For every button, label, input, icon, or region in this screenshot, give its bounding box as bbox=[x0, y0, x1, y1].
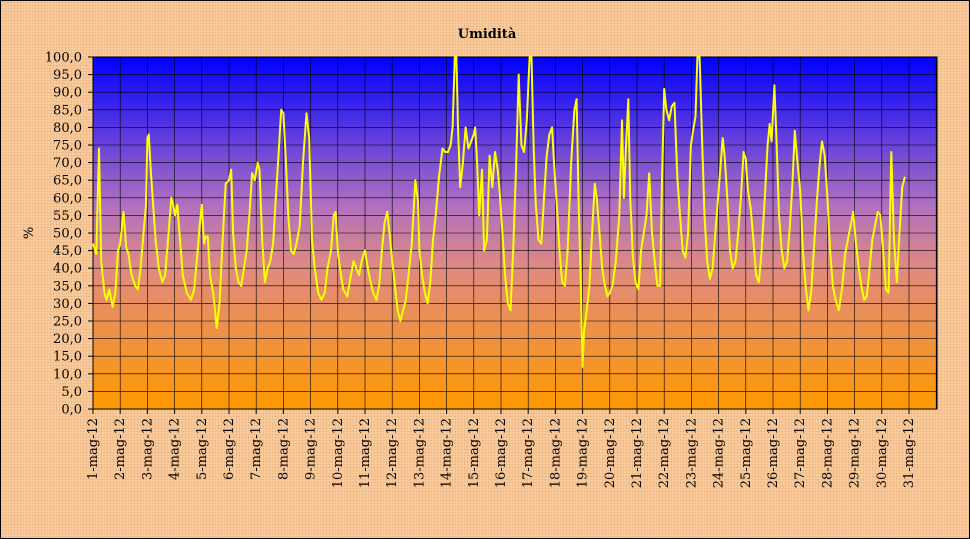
x-tick-label: 30-mag-12 bbox=[875, 418, 890, 488]
x-tick-label: 18-mag-12 bbox=[548, 418, 563, 488]
y-tick-label: 50,0 bbox=[53, 227, 82, 242]
x-tick-label: 22-mag-12 bbox=[657, 418, 672, 488]
y-tick-label: 75,0 bbox=[53, 139, 82, 154]
humidity-series-line bbox=[92, 56, 906, 368]
y-axis-ticks: 0,0 5,0 10,0 15,0 20,0 25,0 30,0 35,0 40,0 45,0 50… bbox=[45, 51, 93, 418]
y-tick-label: 15,0 bbox=[53, 350, 82, 365]
y-tick-label: 30,0 bbox=[53, 297, 82, 312]
x-tick-label: 29-mag-12 bbox=[848, 418, 863, 488]
y-tick-label: 70,0 bbox=[53, 156, 82, 171]
y-tick-label: 80,0 bbox=[53, 121, 82, 136]
x-tick-label: 28-mag-12 bbox=[820, 418, 835, 488]
x-tick-label: 9-mag-12 bbox=[304, 418, 319, 480]
x-tick-label: 23-mag-12 bbox=[684, 418, 699, 488]
x-tick-label: 12-mag-12 bbox=[385, 418, 400, 488]
y-tick-label: 0,0 bbox=[61, 403, 82, 418]
x-tick-label: 24-mag-12 bbox=[712, 418, 727, 488]
x-tick-label: 15-mag-12 bbox=[467, 418, 482, 488]
chart-title: Umidità bbox=[458, 27, 517, 42]
y-tick-label: 20,0 bbox=[53, 332, 82, 347]
x-tick-label: 13-mag-12 bbox=[412, 418, 427, 488]
y-tick-label: 10,0 bbox=[53, 367, 82, 382]
y-tick-label: 85,0 bbox=[53, 103, 82, 118]
x-tick-label: 21-mag-12 bbox=[630, 418, 645, 488]
x-tick-label: 26-mag-12 bbox=[766, 418, 781, 488]
y-tick-label: 40,0 bbox=[53, 262, 82, 277]
x-tick-label: 14-mag-12 bbox=[440, 418, 455, 488]
x-tick-label: 25-mag-12 bbox=[739, 418, 754, 488]
y-tick-label: 95,0 bbox=[53, 68, 82, 83]
x-tick-label: 6-mag-12 bbox=[222, 418, 237, 480]
y-tick-label: 35,0 bbox=[53, 279, 82, 294]
gridlines bbox=[92, 56, 937, 410]
x-tick-label: 2-mag-12 bbox=[113, 418, 128, 480]
x-tick-label: 19-mag-12 bbox=[576, 418, 591, 488]
y-axis-label: % bbox=[22, 227, 37, 239]
y-tick-label: 60,0 bbox=[53, 191, 82, 206]
x-tick-label: 17-mag-12 bbox=[521, 418, 536, 488]
y-tick-label: 5,0 bbox=[61, 385, 82, 400]
x-tick-label: 7-mag-12 bbox=[249, 418, 264, 480]
y-tick-label: 25,0 bbox=[53, 315, 82, 330]
x-tick-label: 4-mag-12 bbox=[168, 418, 183, 480]
x-tick-label: 11-mag-12 bbox=[358, 418, 373, 488]
x-tick-label: 1-mag-12 bbox=[86, 418, 101, 480]
x-tick-label: 31-mag-12 bbox=[902, 418, 917, 488]
x-tick-label: 8-mag-12 bbox=[276, 418, 291, 480]
x-tick-label: 5-mag-12 bbox=[195, 418, 210, 480]
y-tick-label: 90,0 bbox=[53, 86, 82, 101]
y-tick-label: 55,0 bbox=[53, 209, 82, 224]
y-tick-label: 45,0 bbox=[53, 244, 82, 259]
x-tick-label: 3-mag-12 bbox=[140, 418, 155, 480]
x-axis-ticks: 1-mag-12 2-mag-12 3-mag-12 4-mag-12 5-mag-12… bbox=[86, 409, 917, 488]
x-tick-label: 27-mag-12 bbox=[793, 418, 808, 488]
y-tick-label: 65,0 bbox=[53, 174, 82, 189]
x-tick-label: 20-mag-12 bbox=[603, 418, 618, 488]
x-tick-label: 10-mag-12 bbox=[331, 418, 346, 488]
x-tick-label: 16-mag-12 bbox=[494, 418, 509, 488]
y-tick-label: 100,0 bbox=[45, 51, 82, 66]
